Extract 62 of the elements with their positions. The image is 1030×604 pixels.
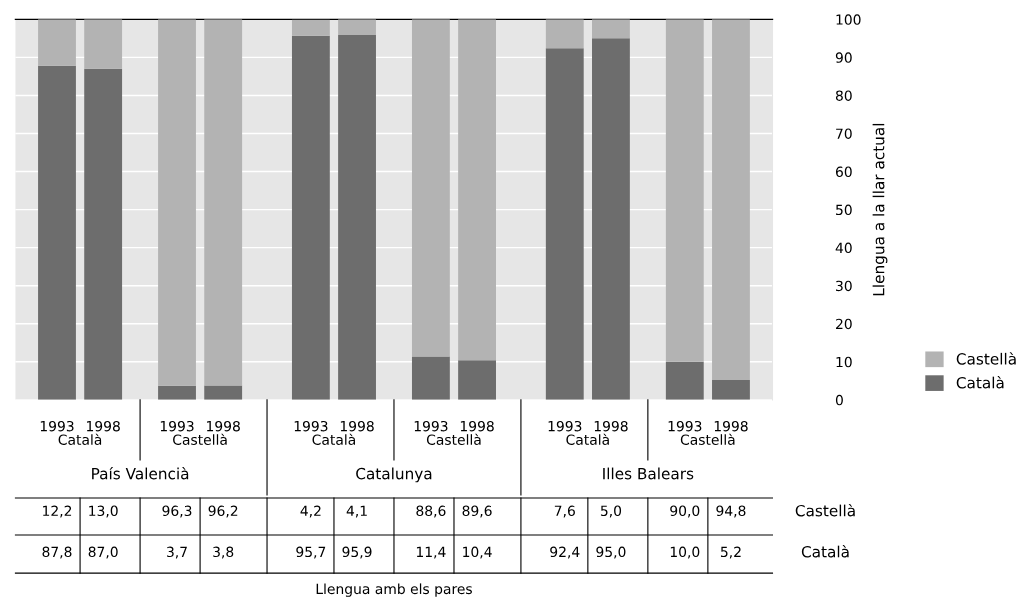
data-label: 3,7 [167,546,187,559]
data-label: 96,3 [162,505,192,518]
data-label: 5,0 [600,505,622,518]
data-label: 92,4 [550,546,580,559]
data-label: 11,4 [416,546,446,559]
data-label: 10,4 [463,546,492,559]
x-tick-label: 1993 [414,420,448,432]
text: Castellà [680,433,735,445]
data-label: 89,6 [462,505,492,518]
x-tick-label: 1993 [548,420,582,432]
y-tick-label: 0 [835,394,843,406]
data-label: 88,6 [416,505,446,518]
y-tick-label: 70 [836,128,852,139]
y-tick-label: 60 [835,166,852,178]
x-tick-label: 1998 [340,420,374,432]
data-label: 87,0 [88,546,118,559]
text: Illes Balears [603,467,694,480]
x-tick-label: 1993 [294,420,328,432]
data-label: 4,1 [346,505,367,518]
data-label: 3,8 [213,546,234,559]
legend-label: Català [956,376,1004,389]
data-label: 96,2 [208,505,238,518]
data-label: 7,6 [554,505,575,518]
data-label: 95,7 [296,546,326,559]
data-label: 4,2 [300,505,321,518]
x-tick-label: 1998 [594,420,628,432]
data-label: 95,9 [342,546,372,559]
x-tick-label: 1998 [460,420,494,432]
text: Català [312,433,355,445]
y-tick-label: 100 [836,14,861,25]
text: Castellà [795,504,855,517]
data-label: 10,0 [670,546,700,559]
text: Castellà [173,433,227,445]
text: Castellà [426,433,481,445]
x-tick-label: 1998 [207,420,240,432]
y-tick-label: 30 [836,280,852,292]
x-tick-label: 1998 [714,420,748,432]
x-tick-label: 1993 [40,420,74,432]
y-tick-label: 10 [836,356,852,368]
y-tick-label: 20 [836,318,852,330]
data-label: 95,0 [596,546,626,559]
text: Català [801,545,849,558]
legend-label: Castellà [956,352,1016,365]
y-tick-label: 90 [835,52,852,63]
text: Català [58,433,102,445]
data-label: 87,8 [42,546,72,559]
text: Català [566,433,609,445]
data-label: 94,8 [716,505,746,518]
y-tick-label: 80 [835,90,852,101]
data-label: 12,2 [43,505,72,518]
x-tick-label: 1998 [87,420,120,432]
text: País Valencià [92,466,189,480]
text: Catalunya [356,467,432,483]
x-tick-label: 1993 [160,420,194,432]
y-tick-label: 50 [836,204,852,216]
data-label: 13,0 [89,505,118,518]
x-tick-label: 1993 [668,420,702,432]
text: Llengua amb els pares [316,583,472,597]
y-tick-label: 40 [835,242,852,254]
y-axis-title: Llengua a la llar actual [872,123,888,296]
data-label: 5,2 [720,546,741,559]
data-label: 90,0 [670,505,700,518]
